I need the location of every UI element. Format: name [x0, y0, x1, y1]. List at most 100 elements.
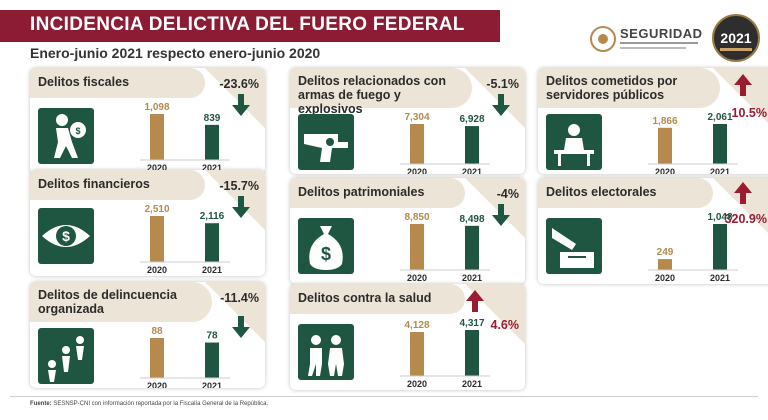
bar-2021	[205, 342, 219, 378]
ballot-box-icon	[546, 218, 602, 274]
category-label: 2020	[147, 163, 167, 173]
value-label: 2,116	[200, 211, 225, 222]
category-label: 2020	[407, 273, 427, 283]
bar-2021	[713, 224, 727, 270]
category-label: 2020	[655, 273, 675, 283]
category-label: 2020	[147, 265, 167, 275]
revolver-icon	[298, 114, 354, 170]
card-title: Delitos patrimoniales	[298, 185, 425, 199]
change-percent: 10.5%	[731, 106, 767, 120]
arrow-down-icon	[492, 204, 510, 226]
category-label: 2021	[462, 379, 482, 389]
card-header: Delitos cometidos por servidores público…	[538, 68, 720, 108]
bar-2021	[465, 225, 479, 270]
chart-card-fiscales: Delitos fiscales -23.6% $ 1,098 2020 839 20…	[30, 68, 265, 174]
thief-icon: $	[38, 108, 94, 164]
chart-card-salud: Delitos contra la salud 4.6% 4,128 2020 4,…	[290, 284, 525, 390]
seguridad-logo: SEGURIDAD	[590, 24, 705, 58]
chart-card-delincuencia: Delitos de delincuencia organizada -11.4…	[30, 282, 265, 388]
card-header: Delitos relacionados con armas de fuego …	[290, 68, 472, 116]
value-label: 8,498	[459, 214, 484, 225]
category-label: 2021	[202, 265, 222, 275]
category-label: 2021	[202, 381, 222, 388]
money-eye-icon: $	[38, 208, 94, 264]
card-title: Delitos electorales	[546, 185, 657, 199]
health-icon	[298, 324, 354, 380]
chart-card-financieros: Delitos financieros -15.7% $ 2,510 2020 2,…	[30, 170, 265, 276]
bar-2020	[658, 259, 672, 270]
arrow-down-icon	[232, 94, 250, 116]
chart-card-armas: Delitos relacionados con armas de fuego …	[290, 68, 525, 174]
chart-card-servidores: Delitos cometidos por servidores público…	[538, 68, 768, 174]
bar-2020	[150, 114, 164, 160]
category-label: 2021	[710, 273, 730, 283]
card-header: Delitos financieros	[30, 170, 205, 200]
bar-2021	[465, 126, 479, 164]
bar-2020	[410, 332, 424, 376]
category-label: 2021	[462, 273, 482, 283]
source-note: Fuente: SESNSP-CNI con información repor…	[30, 401, 269, 407]
value-label: 839	[204, 113, 221, 124]
value-label: 2,510	[144, 204, 169, 215]
change-percent: 320.9%	[724, 212, 767, 226]
card-title: Delitos fiscales	[38, 75, 130, 89]
card-header: Delitos de delincuencia organizada	[30, 282, 212, 322]
bar-2020	[410, 124, 424, 164]
svg-text:$: $	[75, 126, 80, 136]
chart-card-patrimoniales: Delitos patrimoniales -4% $ 8,850 2020 8,4…	[290, 178, 525, 284]
card-title: Delitos relacionados con armas de fuego …	[298, 74, 446, 116]
value-label: 7,304	[404, 112, 429, 123]
arrow-down-icon	[232, 316, 250, 338]
bar-2021	[465, 330, 479, 376]
value-label: 88	[151, 326, 163, 337]
bar-2020	[150, 216, 164, 262]
bar-2021	[713, 124, 727, 164]
value-label: 249	[657, 247, 674, 258]
page-subtitle: Enero-junio 2021 respecto enero-junio 20…	[30, 45, 321, 61]
category-label: 2020	[147, 381, 167, 388]
value-label: 1,048	[707, 212, 732, 223]
year-logo: 2021	[712, 14, 760, 62]
card-header: Delitos electorales	[538, 178, 713, 208]
change-percent: -11.4%	[220, 291, 259, 305]
organized-crime-icon	[38, 328, 94, 384]
seal-icon	[590, 26, 616, 52]
svg-text:$: $	[62, 228, 70, 244]
card-title: Delitos financieros	[38, 177, 150, 191]
arrow-up-icon	[734, 74, 752, 96]
category-label: 2021	[710, 167, 730, 174]
card-title: Delitos cometidos por servidores público…	[546, 74, 678, 102]
category-label: 2020	[407, 379, 427, 389]
arrow-up-icon	[734, 182, 752, 204]
page-title: INCIDENCIA DELICTIVA DEL FUERO FEDERAL	[30, 14, 465, 35]
change-percent: -5.1%	[486, 77, 519, 91]
logo-name: SEGURIDAD	[620, 26, 703, 41]
value-label: 78	[206, 331, 218, 342]
chart-card-electorales: Delitos electorales 320.9% 249 2020 1,048 2…	[538, 178, 768, 284]
change-percent: -4%	[496, 187, 519, 201]
card-header: Delitos fiscales	[30, 68, 205, 98]
category-label: 2021	[202, 163, 222, 173]
bar-2020	[410, 224, 424, 270]
category-label: 2021	[462, 167, 482, 174]
public-servant-icon	[546, 114, 602, 170]
card-title: Delitos contra la salud	[298, 291, 432, 305]
card-header: Delitos contra la salud	[290, 284, 465, 314]
change-percent: -15.7%	[219, 179, 259, 193]
bar-2021	[205, 124, 219, 160]
title-bar	[0, 10, 500, 42]
value-label: 1,098	[144, 102, 169, 113]
value-label: 2,061	[707, 112, 732, 123]
card-header: Delitos patrimoniales	[290, 178, 465, 208]
svg-text:$: $	[321, 244, 331, 264]
bar-2020	[150, 338, 164, 378]
bar-2020	[658, 127, 672, 164]
money-bag-icon: $	[298, 218, 354, 274]
category-label: 2020	[407, 167, 427, 174]
change-percent: -23.6%	[219, 77, 259, 91]
value-label: 1,866	[652, 116, 677, 127]
arrow-down-icon	[232, 196, 250, 218]
value-label: 4,317	[459, 318, 484, 329]
value-label: 6,928	[459, 114, 484, 125]
change-percent: 4.6%	[490, 318, 520, 332]
